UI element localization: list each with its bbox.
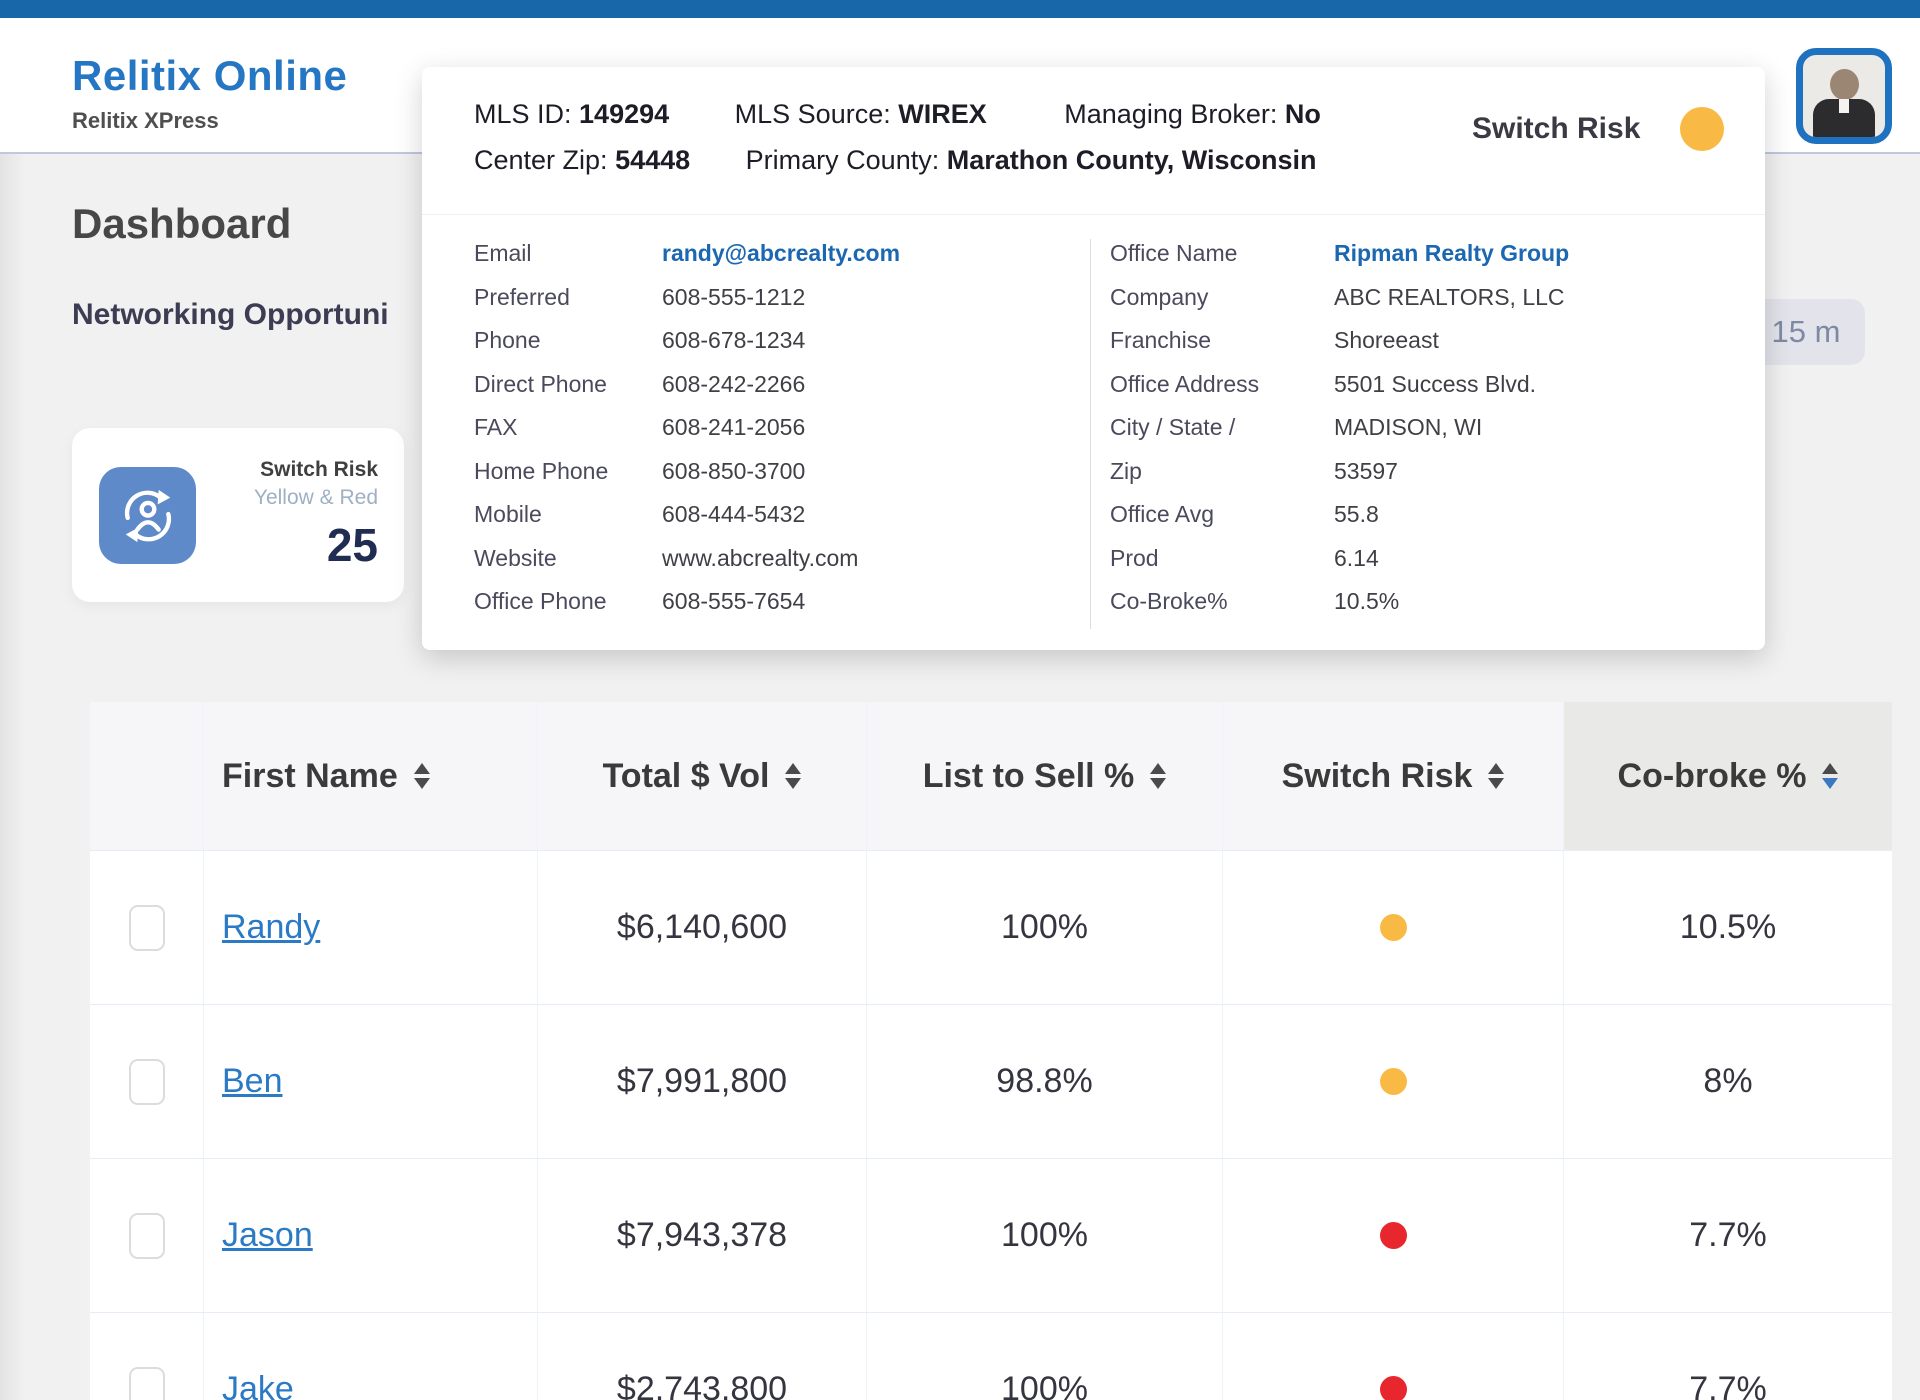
detail-row: Office Avg 55.8 bbox=[1110, 501, 1379, 528]
total-vol-value: $7,943,378 bbox=[537, 1159, 866, 1312]
column-header-first-name[interactable]: First Name bbox=[203, 702, 537, 850]
avatar-head bbox=[1830, 69, 1859, 100]
sort-icon[interactable] bbox=[413, 763, 430, 789]
agent-name-link[interactable]: Jake bbox=[222, 1370, 294, 1400]
agents-table: First Name Total $ Vol List to Sell % Sw… bbox=[90, 702, 1892, 1400]
detail-row: Co-Broke% 10.5% bbox=[1110, 588, 1400, 615]
mls-id-field: MLS ID: 149294 bbox=[474, 99, 670, 129]
table-row: Randy $6,140,600 100% 10.5% bbox=[90, 850, 1892, 1004]
mls-source-field: MLS Source: WIREX bbox=[734, 99, 987, 129]
detail-row: Preferred 608-555-1212 bbox=[474, 283, 806, 310]
detail-row: Office Phone 608-555-7654 bbox=[474, 588, 806, 615]
agent-name-link[interactable]: Jason bbox=[222, 1216, 313, 1254]
email-link[interactable]: randy@abcrealty.com bbox=[662, 240, 901, 267]
agent-detail-popup: MLS ID: 149294 MLS Source: WIREX Managin… bbox=[422, 67, 1765, 650]
detail-row: Phone 608-678-1234 bbox=[474, 327, 806, 354]
agent-name-link[interactable]: Randy bbox=[222, 908, 321, 946]
table-row: Jason $7,943,378 100% 7.7% bbox=[90, 1158, 1892, 1312]
table-row: Jake $2,743,800 100% 7.7% bbox=[90, 1312, 1892, 1400]
detail-row: Office Name Ripman Realty Group bbox=[1110, 240, 1570, 267]
section-title-networking: Networking Opportuni bbox=[72, 298, 389, 331]
sort-icon[interactable] bbox=[785, 763, 802, 789]
agent-name-link[interactable]: Ben bbox=[222, 1062, 283, 1100]
sort-icon[interactable] bbox=[1150, 763, 1167, 789]
row-checkbox[interactable] bbox=[128, 1058, 165, 1105]
summary-title: Switch Risk bbox=[260, 458, 378, 481]
list-to-sell-value: 100% bbox=[866, 1159, 1222, 1312]
top-accent-bar bbox=[0, 0, 1920, 18]
timer-badge[interactable]: 15 m bbox=[1747, 299, 1865, 365]
detail-row: Direct Phone 608-242-2266 bbox=[474, 370, 806, 397]
popup-meta-row-2: Center Zip: 54448 Primary County: Marath… bbox=[474, 145, 1317, 176]
page-title: Dashboard bbox=[72, 200, 292, 247]
office-name-link[interactable]: Ripman Realty Group bbox=[1334, 240, 1570, 267]
detail-row: Office Address 5501 Success Blvd. bbox=[1110, 370, 1537, 397]
agent-switch-icon bbox=[99, 467, 196, 564]
table-header-row: First Name Total $ Vol List to Sell % Sw… bbox=[90, 702, 1892, 850]
popup-divider bbox=[422, 214, 1765, 215]
detail-row: Franchise Shoreeast bbox=[1110, 327, 1439, 354]
list-to-sell-value: 100% bbox=[866, 851, 1222, 1004]
app-title: Relitix Online bbox=[72, 52, 348, 99]
switch-risk-dot bbox=[1379, 1068, 1407, 1095]
column-header-list-to-sell[interactable]: List to Sell % bbox=[866, 702, 1222, 850]
row-checkbox[interactable] bbox=[128, 1212, 165, 1259]
detail-row: Zip 53597 bbox=[1110, 457, 1398, 484]
brand-block: Relitix Online Relitix XPress bbox=[72, 52, 347, 134]
detail-row: Mobile 608-444-5432 bbox=[474, 501, 806, 528]
summary-text: Switch Risk Yellow & Red 25 bbox=[254, 458, 378, 572]
summary-subtitle: Yellow & Red bbox=[253, 486, 378, 509]
switch-risk-dot bbox=[1379, 914, 1407, 941]
detail-row: City / State / MADISON, WI bbox=[1110, 414, 1483, 441]
co-broke-value: 10.5% bbox=[1563, 851, 1892, 1004]
switch-risk-dot bbox=[1680, 107, 1725, 151]
avatar-collar bbox=[1839, 99, 1849, 113]
header-checkbox-cell bbox=[90, 702, 203, 850]
total-vol-value: $2,743,800 bbox=[537, 1313, 866, 1400]
office-details-column: Office Name Ripman Realty Group Company AB… bbox=[1110, 232, 1730, 624]
co-broke-value: 7.7% bbox=[1563, 1159, 1892, 1312]
popup-switch-risk: Switch Risk bbox=[1472, 107, 1725, 151]
row-checkbox[interactable] bbox=[128, 1366, 165, 1400]
center-zip-field: Center Zip: 54448 bbox=[474, 145, 691, 175]
primary-county-field: Primary County: Marathon County, Wiscons… bbox=[745, 145, 1317, 175]
sort-icon[interactable] bbox=[1488, 763, 1505, 789]
co-broke-value: 7.7% bbox=[1563, 1313, 1892, 1400]
popup-column-divider bbox=[1090, 239, 1091, 629]
column-header-co-broke[interactable]: Co-broke % bbox=[1563, 702, 1892, 850]
popup-meta-row-1: MLS ID: 149294 MLS Source: WIREX Managin… bbox=[474, 99, 1321, 130]
managing-broker-field: Managing Broker: No bbox=[1064, 99, 1321, 129]
website-value: www.abcrealty.com bbox=[662, 544, 859, 571]
detail-row: Prod 6.14 bbox=[1110, 544, 1379, 571]
table-row: Ben $7,991,800 98.8% 8% bbox=[90, 1004, 1892, 1158]
sort-icon-active[interactable] bbox=[1822, 763, 1839, 789]
summary-count: 25 bbox=[326, 519, 378, 571]
detail-row: Home Phone 608-850-3700 bbox=[474, 457, 806, 484]
list-to-sell-value: 98.8% bbox=[866, 1005, 1222, 1158]
switch-risk-summary-card[interactable]: Switch Risk Yellow & Red 25 bbox=[72, 428, 404, 602]
column-header-switch-risk[interactable]: Switch Risk bbox=[1222, 702, 1563, 850]
contact-details-column: Email randy@abcrealty.com Preferred 608-55… bbox=[474, 232, 1064, 624]
detail-row: FAX 608-241-2056 bbox=[474, 414, 806, 441]
row-checkbox[interactable] bbox=[128, 904, 165, 951]
switch-risk-dot bbox=[1379, 1222, 1407, 1249]
switch-risk-dot bbox=[1379, 1376, 1407, 1400]
total-vol-value: $7,991,800 bbox=[537, 1005, 866, 1158]
total-vol-value: $6,140,600 bbox=[537, 851, 866, 1004]
list-to-sell-value: 100% bbox=[866, 1313, 1222, 1400]
app-subtitle: Relitix XPress bbox=[72, 108, 219, 133]
column-header-total-vol[interactable]: Total $ Vol bbox=[537, 702, 866, 850]
detail-row: Email randy@abcrealty.com bbox=[474, 240, 901, 267]
user-avatar[interactable] bbox=[1796, 48, 1892, 144]
co-broke-value: 8% bbox=[1563, 1005, 1892, 1158]
detail-row: Company ABC REALTORS, LLC bbox=[1110, 283, 1565, 310]
detail-row: Website www.abcrealty.com bbox=[474, 544, 859, 571]
popup-switch-risk-label: Switch Risk bbox=[1472, 112, 1641, 145]
